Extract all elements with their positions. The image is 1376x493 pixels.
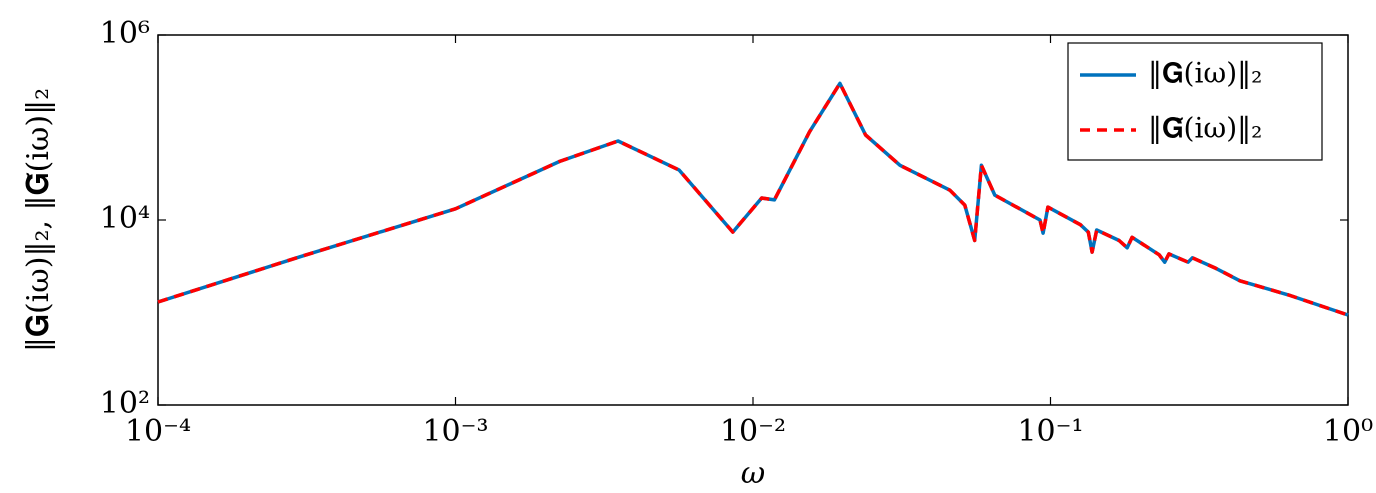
y-tick-label: 10⁴ — [100, 201, 150, 236]
legend-label: ‖𝐆̃(iω)‖₂ — [1148, 112, 1262, 145]
x-tick-label: 10⁻¹ — [1017, 414, 1083, 449]
series-line — [157, 81, 1349, 317]
legend-box — [1067, 42, 1323, 161]
x-tick-label: 10⁰ — [1323, 414, 1373, 449]
x-tick-label: 10⁻³ — [422, 414, 488, 449]
x-tick-label: 10⁻⁴ — [125, 414, 191, 449]
x-axis-label: ω — [741, 456, 765, 491]
legend-label: ‖𝐆(iω)‖₂ — [1148, 57, 1262, 90]
x-tick-label: 10⁻² — [720, 414, 786, 449]
y-axis-label: ‖𝐆(iω)‖₂, ‖𝐆̃(iω)‖₂ — [21, 88, 56, 352]
y-tick-label: 10⁶ — [100, 16, 150, 51]
y-tick-label: 10² — [100, 386, 150, 421]
